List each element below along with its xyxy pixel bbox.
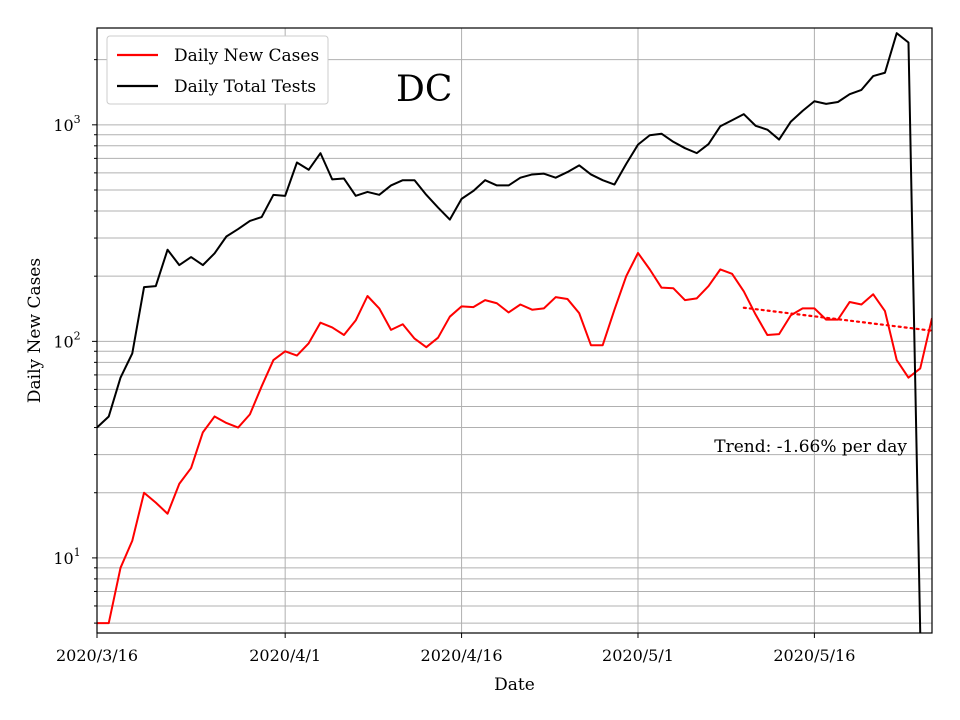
y-tick-label: 101 xyxy=(53,546,80,568)
y-tick-exponent: 1 xyxy=(74,546,81,559)
y-tick-label: 103 xyxy=(53,113,80,135)
series-line-daily-total-tests xyxy=(97,32,922,633)
x-tick-label: 2020/3/16 xyxy=(56,646,138,665)
legend: Daily New Cases Daily Total Tests xyxy=(106,35,329,105)
legend-label-daily-new-cases: Daily New Cases xyxy=(174,46,319,66)
x-tick-label: 2020/5/16 xyxy=(773,646,855,665)
grid-lines xyxy=(96,28,932,633)
series-layer xyxy=(97,32,932,633)
series-line-trend xyxy=(742,306,932,332)
x-tick-label: 2020/4/16 xyxy=(421,646,503,665)
state-label: DC xyxy=(396,69,452,110)
y-tick-exponent: 2 xyxy=(74,329,81,342)
x-axis-label: Date xyxy=(494,675,535,695)
y-tick-label: 102 xyxy=(53,329,80,351)
y-axis-label: Daily New Cases xyxy=(25,258,45,403)
trend-annotation: Trend: -1.66% per day xyxy=(714,437,907,457)
plot-frame xyxy=(96,27,933,634)
y-tick-exponent: 3 xyxy=(74,113,81,126)
x-tick-label: 2020/4/1 xyxy=(249,646,321,665)
x-tick-label: 2020/5/1 xyxy=(602,646,674,665)
legend-box xyxy=(106,35,329,105)
legend-label-daily-total-tests: Daily Total Tests xyxy=(174,77,316,97)
